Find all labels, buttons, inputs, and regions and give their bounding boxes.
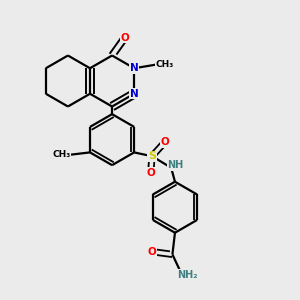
- Text: NH₂: NH₂: [177, 270, 198, 280]
- Text: S: S: [148, 151, 156, 161]
- Text: CH₃: CH₃: [155, 60, 174, 69]
- Text: N: N: [130, 89, 139, 99]
- Text: CH₃: CH₃: [52, 150, 71, 159]
- Text: NH: NH: [167, 160, 184, 170]
- Text: O: O: [147, 247, 156, 257]
- Text: O: O: [146, 168, 155, 178]
- Text: O: O: [160, 137, 169, 147]
- Text: N: N: [130, 63, 139, 73]
- Text: O: O: [121, 33, 129, 43]
